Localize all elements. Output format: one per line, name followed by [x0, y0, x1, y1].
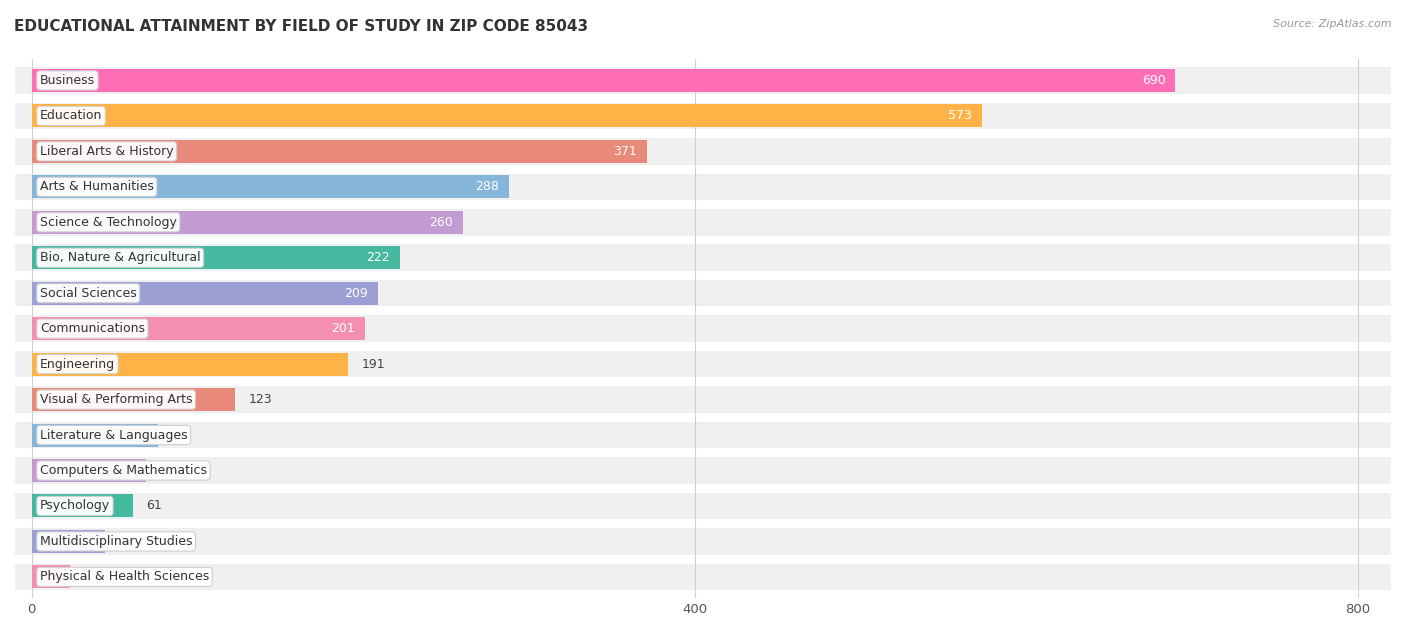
Bar — [31, 175, 509, 198]
Text: 288: 288 — [475, 180, 499, 193]
Text: Physical & Health Sciences: Physical & Health Sciences — [39, 570, 209, 584]
Text: 201: 201 — [330, 322, 354, 335]
Text: 61: 61 — [146, 500, 162, 512]
Bar — [31, 281, 378, 305]
Text: 222: 222 — [366, 251, 389, 264]
Bar — [31, 423, 157, 447]
Text: 123: 123 — [249, 393, 273, 406]
Text: Arts & Humanities: Arts & Humanities — [39, 180, 153, 193]
Bar — [31, 246, 399, 269]
Text: Source: ZipAtlas.com: Source: ZipAtlas.com — [1274, 19, 1392, 29]
Bar — [31, 104, 981, 127]
Bar — [31, 69, 1175, 92]
Text: Multidisciplinary Studies: Multidisciplinary Studies — [39, 535, 193, 548]
Bar — [15, 422, 1391, 449]
Bar — [31, 353, 349, 375]
Bar — [31, 459, 146, 482]
Bar — [15, 528, 1391, 555]
Text: 690: 690 — [1142, 74, 1166, 87]
Text: Education: Education — [39, 109, 103, 122]
Bar — [31, 211, 463, 234]
Text: 23: 23 — [83, 570, 98, 584]
Text: Literature & Languages: Literature & Languages — [39, 428, 187, 442]
Text: 191: 191 — [361, 358, 385, 370]
Text: Psychology: Psychology — [39, 500, 110, 512]
Bar — [15, 174, 1391, 200]
Text: Social Sciences: Social Sciences — [39, 286, 136, 300]
Text: 69: 69 — [159, 464, 174, 477]
Bar — [31, 388, 235, 411]
Bar — [15, 457, 1391, 484]
Text: Liberal Arts & History: Liberal Arts & History — [39, 145, 173, 158]
Text: 371: 371 — [613, 145, 637, 158]
Bar — [31, 530, 104, 553]
Bar — [15, 244, 1391, 271]
Bar — [31, 140, 647, 163]
Text: Business: Business — [39, 74, 96, 87]
Bar — [15, 209, 1391, 235]
Text: Bio, Nature & Agricultural: Bio, Nature & Agricultural — [39, 251, 201, 264]
Text: EDUCATIONAL ATTAINMENT BY FIELD OF STUDY IN ZIP CODE 85043: EDUCATIONAL ATTAINMENT BY FIELD OF STUDY… — [14, 19, 588, 34]
Bar — [15, 280, 1391, 307]
Text: 76: 76 — [172, 428, 187, 442]
Bar — [15, 316, 1391, 342]
Bar — [31, 565, 70, 588]
Bar — [31, 495, 132, 517]
Text: Visual & Performing Arts: Visual & Performing Arts — [39, 393, 193, 406]
Bar — [15, 563, 1391, 590]
Bar — [15, 103, 1391, 129]
Text: 209: 209 — [344, 286, 368, 300]
Bar — [15, 351, 1391, 377]
Text: Engineering: Engineering — [39, 358, 115, 370]
Bar — [15, 138, 1391, 165]
Bar — [15, 67, 1391, 94]
Bar — [31, 317, 364, 340]
Text: 573: 573 — [948, 109, 972, 122]
Bar — [15, 493, 1391, 519]
Text: Science & Technology: Science & Technology — [39, 216, 177, 229]
Text: 260: 260 — [429, 216, 453, 229]
Bar — [15, 386, 1391, 413]
Text: Communications: Communications — [39, 322, 145, 335]
Text: 44: 44 — [118, 535, 134, 548]
Text: Computers & Mathematics: Computers & Mathematics — [39, 464, 207, 477]
